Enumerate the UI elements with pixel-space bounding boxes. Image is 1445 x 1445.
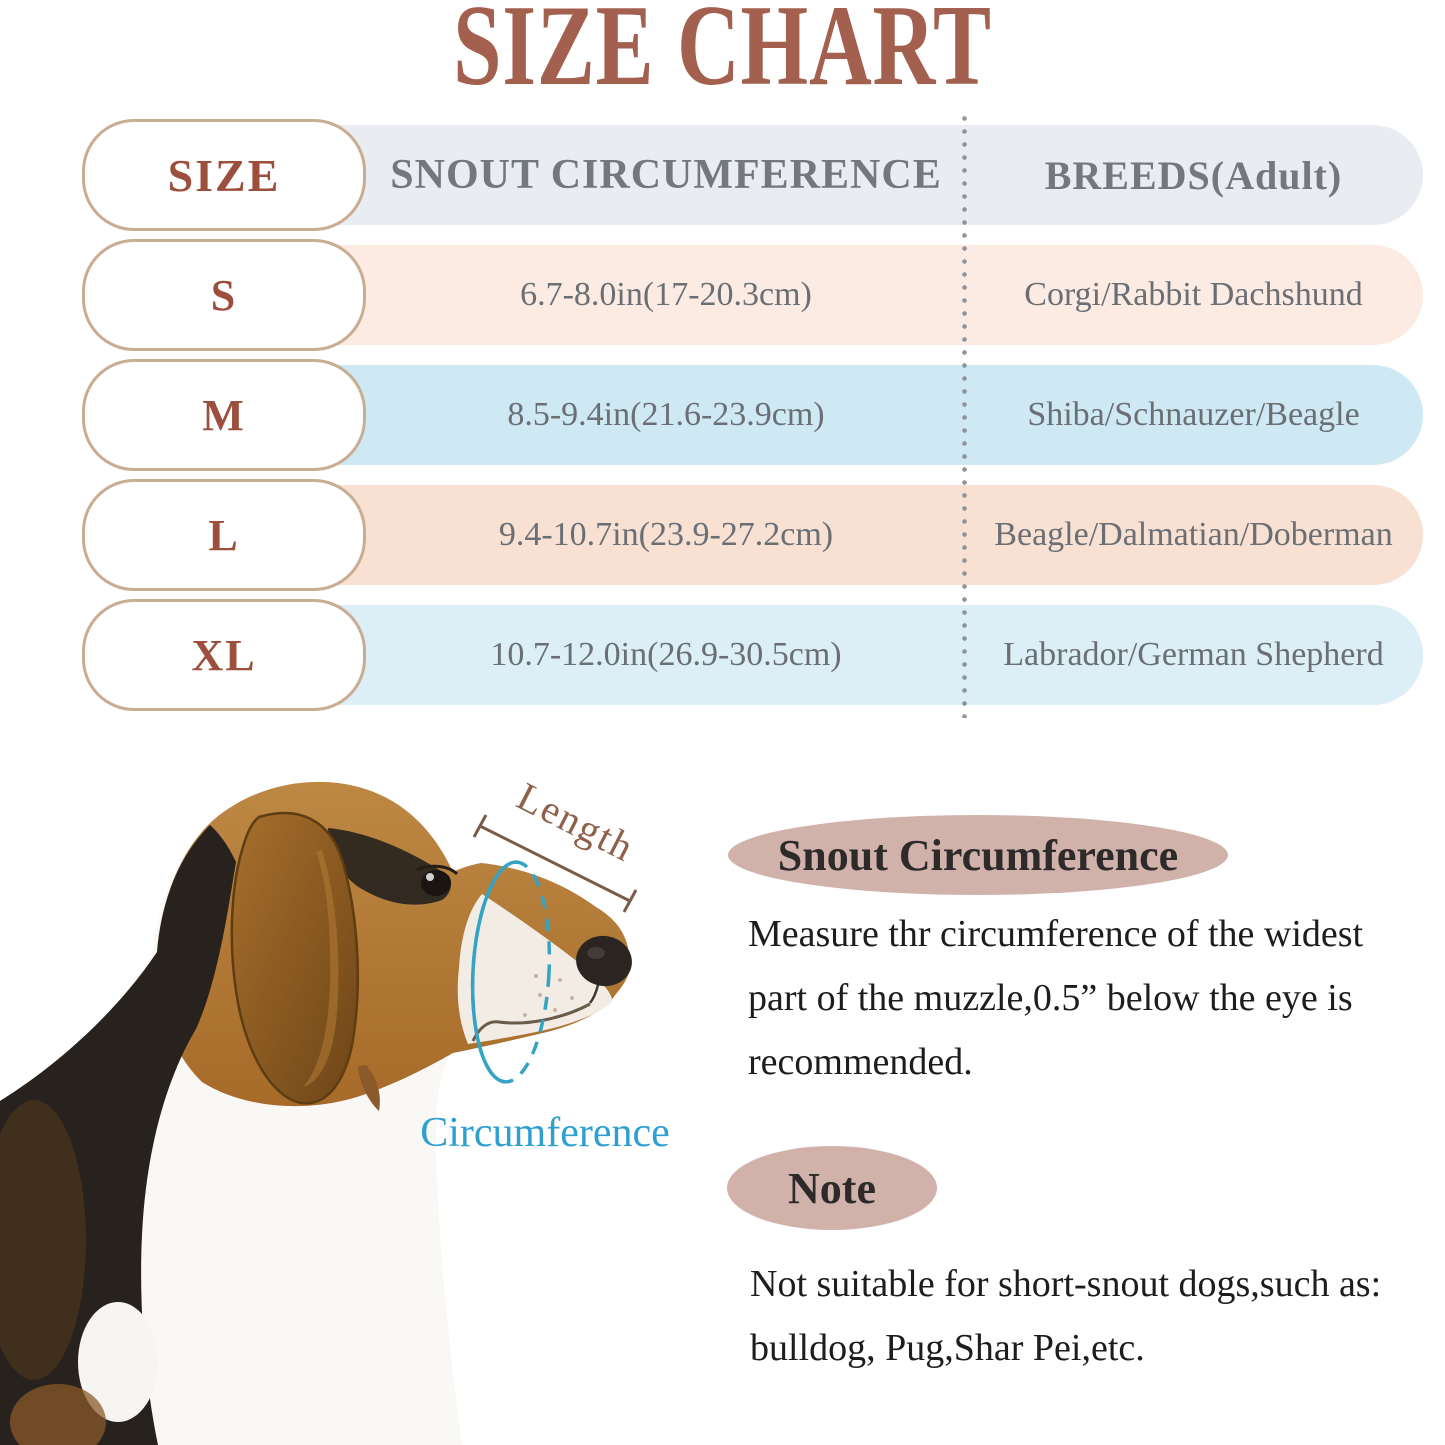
size-pill-header: SIZE [82,119,366,231]
dog-white-spot [78,1302,158,1422]
dog-eye [421,870,451,896]
dog-flank-brown-shading [0,1100,86,1380]
length-measure-line [472,814,638,913]
paragraph-line: Measure thr circumference of the widest [748,913,1364,955]
snout-circumference-heading-label: Snout Circumference [777,830,1179,880]
dog-muzzle-white [457,894,613,1044]
dog-eyelid [416,864,459,876]
header-circumference: SNOUT CIRCUMFERENCE [390,152,942,198]
note-heading: Note [727,1146,937,1230]
length-label: Length [510,773,642,870]
dog-eye-highlight [426,873,434,881]
paragraph-line: recommended. [748,1041,973,1083]
size-pill-xl: XL [82,599,366,711]
row-l-breeds: Beagle/Dalmatian/Doberman [994,516,1393,553]
paragraph-line: part of the muzzle,0.5” below the eye is [748,977,1353,1019]
size-pill-l: L [82,479,366,591]
header-breeds: BREEDS(Adult) [1044,152,1343,198]
dog-brown-spot [10,1384,106,1445]
circumference-ellipse [470,860,552,1084]
dog-muzzle-speckles [523,974,574,1017]
snout-circumference-heading: Snout Circumference [728,815,1228,895]
paragraph-line: Not suitable for short-snout dogs,such a… [750,1263,1382,1305]
row-xl-circumference: 10.7-12.0in(26.9-30.5cm) [490,636,842,673]
note-heading-label: Note [788,1163,876,1213]
dog-ear-highlight [303,850,339,1087]
dotted-column-divider [962,112,967,718]
circumference-label: Circumference [420,1110,670,1156]
row-m-breeds: Shiba/Schnauzer/Beagle [1027,396,1360,433]
row-s-circumference: 6.7-8.0in(17-20.3cm) [520,276,812,313]
row-s-breeds: Corgi/Rabbit Dachshund [1024,276,1363,313]
note-text: Not suitable for short-snout dogs,such a… [750,1252,1381,1380]
size-pill-m: M [82,359,366,471]
dog-nose-shine [587,947,605,959]
snout-circumference-text: Measure thr circumference of the widest … [748,902,1363,1094]
row-xl-breeds: Labrador/German Shepherd [1003,636,1384,673]
dog-photo: Length Circumference [0,773,670,1445]
size-pill-s: S [82,239,366,351]
dog-nose-philtrum [589,984,600,1004]
dog-eye-patch [328,828,451,905]
dog-chin-tuft [358,1065,380,1111]
page-title: SIZE CHART [453,0,992,110]
paragraph-line: bulldog, Pug,Shar Pei,etc. [750,1327,1145,1369]
row-l-circumference: 9.4-10.7in(23.9-27.2cm) [498,516,834,553]
row-m-circumference: 8.5-9.4in(21.6-23.9cm) [507,396,825,433]
dog-mouth-line [471,1002,591,1042]
dog-nose [576,935,632,987]
